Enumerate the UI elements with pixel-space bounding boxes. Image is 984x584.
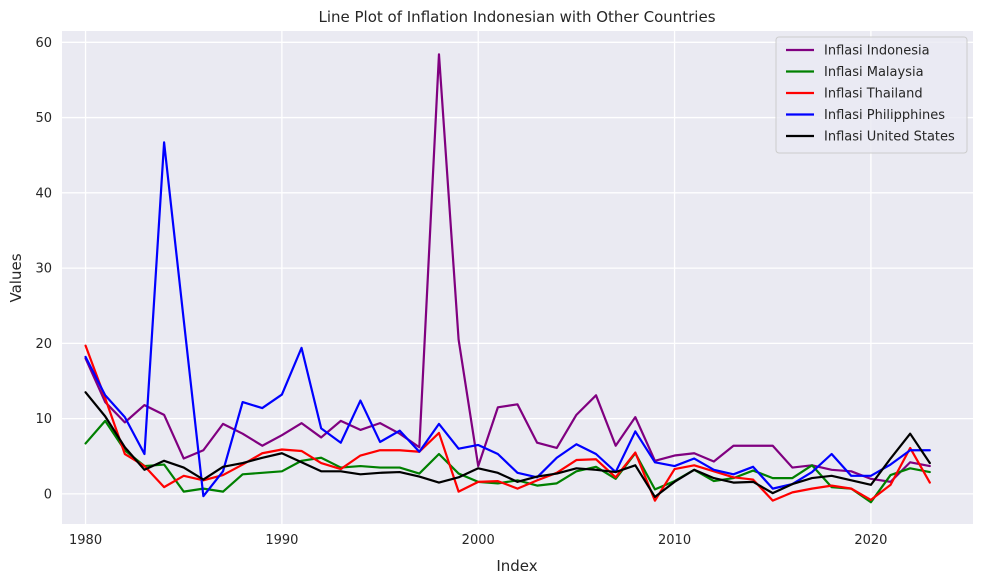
x-tick-label: 2000 <box>462 533 495 548</box>
y-tick-label: 0 <box>44 487 52 502</box>
legend-label-1: Inflasi Indonesia <box>824 44 930 59</box>
x-tick-label: 1990 <box>265 533 298 548</box>
legend-label-3: Inflasi Thailand <box>824 87 923 102</box>
series-line-2 <box>84 419 931 504</box>
legend-label-5: Inflasi United States <box>824 130 955 145</box>
series-lines <box>84 53 931 504</box>
tick-labels: 1980 1990 2000 2010 2020 0 10 20 30 40 50 60 <box>35 36 887 548</box>
chart-title: Line Plot of Inflation Indonesian with O… <box>318 8 715 26</box>
y-tick-label: 10 <box>35 412 52 427</box>
x-tick-label: 2010 <box>658 533 691 548</box>
y-tick-label: 30 <box>35 262 52 277</box>
series-line-3 <box>84 344 931 502</box>
series-line-1 <box>84 53 931 483</box>
x-tick-label: 1980 <box>69 533 102 548</box>
legend-box <box>775 36 968 154</box>
legend: Inflasi Indonesia Inflasi Malaysia Inflasi… <box>775 36 968 154</box>
legend-label-4: Inflasi Philipphines <box>824 108 945 123</box>
x-axis-label: Index <box>496 557 537 575</box>
y-tick-label: 40 <box>35 186 52 201</box>
y-tick-label: 60 <box>35 36 52 51</box>
y-tick-label: 50 <box>35 111 52 126</box>
series-line-5 <box>84 391 931 498</box>
x-tick-label: 2020 <box>854 533 887 548</box>
legend-label-2: Inflasi Malaysia <box>824 65 924 80</box>
y-axis-label: Values <box>7 253 25 302</box>
y-tick-label: 20 <box>35 337 52 352</box>
